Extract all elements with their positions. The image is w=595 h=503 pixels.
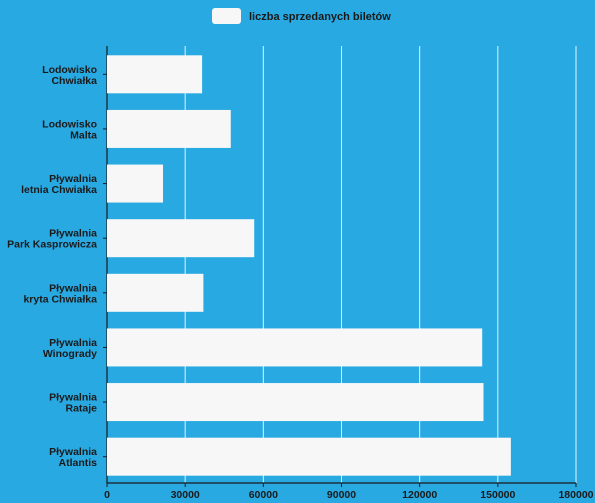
- legend-label: liczba sprzedanych biletów: [249, 11, 391, 23]
- legend-swatch: [212, 8, 241, 24]
- bar-5: [107, 328, 483, 367]
- category-label-0: Lodowisko Chwiałka: [42, 64, 97, 87]
- category-label-6: Pływalnia Rataje: [49, 392, 97, 415]
- category-label-3: Pływalnia Park Kasprowicza: [7, 228, 97, 251]
- x-tick-label-0: 0: [104, 489, 110, 501]
- x-tick-label-2: 60000: [249, 489, 278, 501]
- bar-4: [107, 273, 204, 312]
- x-tick-label-5: 150000: [480, 489, 515, 501]
- category-label-7: Pływalnia Atlantis: [49, 446, 97, 469]
- bar-0: [107, 55, 203, 94]
- category-label-2: Pływalnia letnia Chwiałka: [21, 173, 97, 196]
- bar-3: [107, 219, 255, 258]
- category-label-4: Pływalnia kryta Chwiałka: [23, 282, 97, 305]
- bar-1: [107, 109, 231, 148]
- x-tick-label-3: 90000: [327, 489, 356, 501]
- category-label-1: Lodowisko Malta: [42, 118, 97, 141]
- category-label-5: Pływalnia Winogrady: [43, 337, 97, 360]
- bar-2: [107, 164, 164, 203]
- x-tick-label-4: 120000: [402, 489, 437, 501]
- bar-6: [107, 383, 484, 422]
- bar-7: [107, 437, 511, 476]
- x-tick-label-6: 180000: [558, 489, 593, 501]
- x-tick-label-1: 30000: [171, 489, 200, 501]
